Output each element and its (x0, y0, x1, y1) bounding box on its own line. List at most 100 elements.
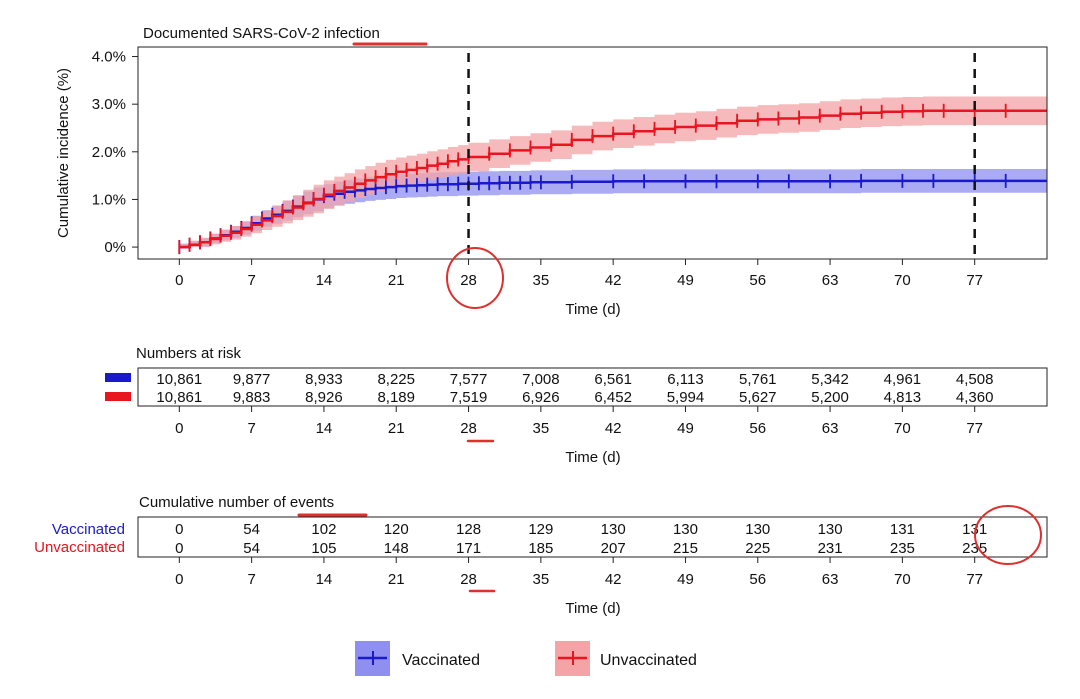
table-cell: 129 (528, 521, 553, 538)
table-tick-label: 56 (749, 420, 766, 437)
table-cell: 215 (673, 540, 698, 557)
y-tick-label: 2.0% (92, 144, 126, 161)
table-tick-label: 28 (460, 420, 477, 437)
table-cell: 130 (673, 521, 698, 538)
table-cell: 5,627 (739, 389, 777, 406)
table-cell: 6,561 (594, 371, 632, 388)
legend: Vaccinated Unvaccinated (355, 641, 697, 676)
table-tick-label: 0 (175, 420, 183, 437)
confidence-bands (179, 96, 1048, 248)
table-cell: 7,577 (450, 371, 488, 388)
events-row-label-unvaccinated: Unvaccinated (34, 539, 125, 556)
table-cell: 6,926 (522, 389, 560, 406)
table-tick-label: 63 (822, 420, 839, 437)
table-cell: 4,508 (956, 371, 994, 388)
table-cell: 10,861 (156, 371, 202, 388)
table-cell: 54 (243, 540, 260, 557)
table-cell: 225 (745, 540, 770, 557)
table-cell: 130 (601, 521, 626, 538)
events-x-axis-label: Time (d) (565, 600, 620, 617)
series-lines (178, 103, 1047, 255)
events-table-title: Cumulative number of events (139, 494, 334, 511)
table-cell: 10,861 (156, 389, 202, 406)
events-table-frame (137, 516, 1048, 558)
legend-item-unvaccinated: Unvaccinated (555, 641, 697, 676)
y-tick-label: 1.0% (92, 191, 126, 208)
table-cell: 6,452 (594, 389, 632, 406)
table-cell: 130 (818, 521, 843, 538)
x-tick-label: 49 (677, 272, 694, 289)
y-tick-label: 0% (104, 239, 126, 256)
table-cell: 9,877 (233, 371, 271, 388)
risk-legend-swatch-vaccinated (105, 373, 131, 382)
table-cell: 8,926 (305, 389, 343, 406)
table-cell: 171 (456, 540, 481, 557)
table-tick-label: 21 (388, 571, 405, 588)
events-axis-ticks: 0 7 14 21 28 35 42 49 56 63 70 77 (175, 557, 983, 588)
table-tick-label: 56 (749, 571, 766, 588)
table-tick-label: 42 (605, 571, 622, 588)
x-tick-label: 70 (894, 272, 911, 289)
table-cell: 231 (818, 540, 843, 557)
table-cell: 235 (890, 540, 915, 557)
table-cell: 8,225 (377, 371, 415, 388)
table-tick-label: 70 (894, 420, 911, 437)
table-cell: 9,883 (233, 389, 271, 406)
x-tick-label: 14 (316, 272, 333, 289)
table-cell: 5,342 (811, 371, 849, 388)
risk-table-frame (137, 367, 1048, 407)
x-tick-label: 35 (533, 272, 550, 289)
incidence-plot: Documented SARS-CoV-2 infection Cumulati… (55, 25, 1048, 318)
table-cell: 6,113 (667, 371, 703, 388)
y-axis-label: Cumulative incidence (%) (55, 68, 72, 238)
table-tick-label: 63 (822, 571, 839, 588)
x-axis-ticks: 0 7 14 21 28 35 42 49 56 63 70 77 (175, 259, 983, 289)
x-tick-label: 77 (966, 272, 983, 289)
table-tick-label: 35 (533, 571, 550, 588)
table-tick-label: 7 (247, 571, 255, 588)
table-tick-label: 0 (175, 571, 183, 588)
x-tick-label: 42 (605, 272, 622, 289)
table-cell: 7,519 (450, 389, 488, 406)
table-tick-label: 49 (677, 571, 694, 588)
y-axis-ticks: 0% 1.0% 2.0% 3.0% 4.0% (92, 49, 138, 256)
table-tick-label: 77 (966, 420, 983, 437)
x-tick-label: 0 (175, 272, 183, 289)
x-tick-label: 56 (749, 272, 766, 289)
numbers-at-risk-table: Numbers at risk 10,861 9,877 8,933 8,225 7,5… (105, 345, 1048, 466)
table-cell: 5,200 (811, 389, 849, 406)
table-cell: 120 (384, 521, 409, 538)
table-cell: 5,761 (739, 371, 777, 388)
table-cell: 131 (890, 521, 915, 538)
table-tick-label: 14 (316, 420, 333, 437)
chart-title: Documented SARS-CoV-2 infection (143, 25, 380, 42)
x-tick-label: 7 (247, 272, 255, 289)
x-tick-label: 63 (822, 272, 839, 289)
risk-table-title: Numbers at risk (136, 345, 242, 362)
plot-frame (137, 46, 1048, 260)
table-cell: 4,360 (956, 389, 994, 406)
table-cell: 54 (243, 521, 260, 538)
risk-values: 10,861 9,877 8,933 8,225 7,577 7,008 6,561 6,11… (156, 371, 993, 406)
table-tick-label: 42 (605, 420, 622, 437)
cumulative-events-table: Cumulative number of events Vaccinated U… (34, 494, 1048, 617)
reference-lines (467, 53, 976, 259)
table-tick-label: 7 (247, 420, 255, 437)
table-cell: 0 (175, 521, 183, 538)
table-tick-label: 35 (533, 420, 550, 437)
table-tick-label: 49 (677, 420, 694, 437)
events-row-label-vaccinated: Vaccinated (52, 521, 125, 538)
table-cell: 0 (175, 540, 183, 557)
table-tick-label: 77 (966, 571, 983, 588)
x-tick-label: 28 (460, 272, 477, 289)
table-cell: 130 (745, 521, 770, 538)
risk-axis-ticks: 0 7 14 21 28 35 42 49 56 63 70 77 (175, 406, 983, 437)
table-cell: 105 (311, 540, 336, 557)
table-cell: 207 (601, 540, 626, 557)
x-tick-label: 21 (388, 272, 405, 289)
table-cell: 8,189 (377, 389, 415, 406)
table-tick-label: 21 (388, 420, 405, 437)
risk-x-axis-label: Time (d) (565, 449, 620, 466)
